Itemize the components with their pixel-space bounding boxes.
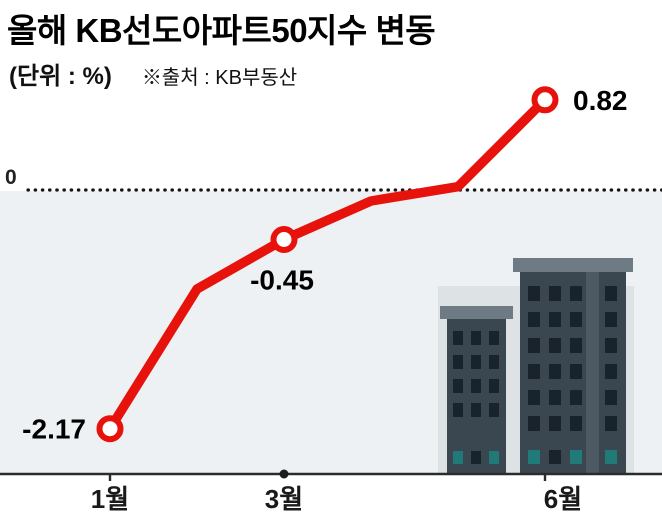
index-trend-line (105, 95, 550, 434)
data-points: -2.17 -0.45 0.82 (22, 85, 627, 445)
unit-label: (단위 : %) (9, 63, 112, 90)
value-label: -0.45 (250, 265, 314, 296)
data-point-marker (531, 86, 559, 114)
x-axis-labels: 1월 3월 6월 (91, 469, 582, 514)
data-point-marker (270, 226, 298, 253)
x-axis-label: 3월 (265, 484, 303, 514)
zero-baseline-label: 0 (5, 166, 17, 189)
subtitle-row: (단위 : %) ※출처 : KB부동산 (9, 56, 297, 91)
apartment-buildings-illustration (438, 258, 634, 474)
value-label: 0.82 (573, 85, 628, 116)
page-title: 올해 KB선도아파트50지수 변동 (7, 12, 436, 49)
x-axis-label: 1월 (91, 484, 129, 514)
axis-dot (279, 469, 289, 479)
building-windows (453, 286, 617, 464)
value-label: -2.17 (22, 414, 86, 445)
x-axis-label: 6월 (544, 484, 582, 514)
source-label: ※출처 : KB부동산 (141, 67, 298, 89)
data-point-marker (96, 415, 124, 443)
